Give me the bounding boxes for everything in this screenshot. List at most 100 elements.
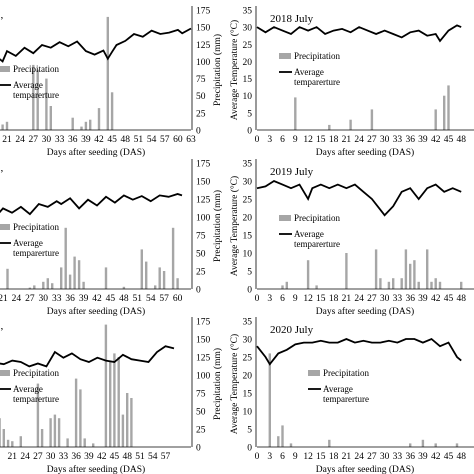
precip-bar: [387, 281, 391, 289]
x-tick-label: 12: [303, 294, 313, 304]
y-tick-label: 30: [243, 24, 253, 34]
x-tick-label: 6: [280, 135, 285, 145]
precip-bar: [285, 281, 288, 289]
x-axis-label: Days after seeding (DAS): [47, 464, 145, 474]
legend-temp-label-1: Average: [294, 67, 324, 77]
precip-bar: [46, 278, 49, 289]
x-tick-label: 39: [84, 452, 94, 462]
x-tick-label: 39: [79, 294, 89, 304]
legend-precip-swatch: [308, 370, 320, 376]
precip-bar: [176, 278, 179, 289]
y-tick-label: 15: [243, 232, 253, 242]
x-tick-label: 57: [159, 294, 169, 304]
y-tick-label: 25: [196, 426, 206, 436]
precip-bar: [92, 443, 95, 447]
precip-bar: [447, 85, 450, 130]
x-tick-label: 39: [418, 452, 428, 462]
x-tick-label: 42: [94, 135, 104, 145]
x-tick-label: 27: [25, 294, 35, 304]
precip-bar: [455, 443, 459, 447]
x-tick-label: 30: [380, 452, 390, 462]
precip-bar: [57, 418, 61, 447]
right-y-axis-label: Precipitation (mm): [212, 348, 223, 420]
precip-bar: [32, 64, 35, 130]
y-tick-label: 10: [243, 408, 253, 418]
precip-bar: [110, 92, 114, 130]
legend-temp-label-2: temparerture: [13, 394, 59, 404]
y-tick-label: 150: [196, 336, 211, 346]
precip-bar: [281, 425, 284, 447]
y-tick-label: 175: [196, 318, 211, 328]
precip-bar: [19, 436, 22, 447]
x-tick-label: 21: [2, 135, 12, 145]
precip-bar: [51, 283, 54, 289]
y-tick-label: 0: [247, 127, 252, 137]
precip-bar: [113, 353, 116, 447]
x-tick-label: 30: [39, 294, 49, 304]
legend-temp-label-1: Average: [323, 384, 353, 394]
x-tick-label: 48: [456, 452, 466, 462]
y-tick-label: 35: [243, 7, 253, 17]
x-tick-label: 33: [52, 294, 62, 304]
x-tick-label: 57: [160, 135, 170, 145]
x-tick-label: 36: [71, 452, 81, 462]
panel-title: 2020 July: [270, 324, 314, 336]
x-tick-label: 18: [329, 452, 339, 462]
temperature-line: [256, 179, 462, 217]
x-tick-label: 24: [12, 294, 22, 304]
precip-bar: [294, 97, 297, 130]
precip-bar: [413, 260, 416, 289]
precip-bar: [104, 324, 108, 447]
y-tick-label: 125: [196, 354, 211, 364]
x-tick-label: 48: [121, 135, 131, 145]
precip-bar: [370, 109, 374, 130]
precip-bar: [6, 268, 9, 289]
precip-bar: [36, 383, 40, 447]
precip-bar: [45, 78, 48, 130]
precip-bar: [0, 418, 1, 447]
precip-bar: [53, 414, 57, 447]
precip-bar: [130, 398, 133, 447]
y-tick-label: 20: [243, 372, 253, 382]
y-tick-label: 10: [243, 250, 253, 260]
panel-title-fragment: ’: [0, 326, 4, 338]
x-tick-label: 33: [393, 135, 403, 145]
legend-temp-label-1: Average: [294, 229, 324, 239]
x-tick-label: 36: [405, 135, 415, 145]
y-tick-label: 25: [243, 196, 253, 206]
precip-bar: [306, 260, 310, 289]
x-tick-label: 3: [267, 452, 272, 462]
x-tick-label: 45: [106, 294, 116, 304]
x-tick-label: 0: [255, 452, 260, 462]
panel-title: 2018 July: [270, 13, 314, 25]
x-tick-label: 30: [380, 294, 390, 304]
precip-bar: [2, 429, 5, 447]
precip-bar: [79, 389, 82, 447]
x-tick-label: 21: [0, 294, 8, 304]
precip-bar: [426, 249, 429, 289]
x-tick-label: 48: [119, 294, 129, 304]
precip-bar: [126, 393, 129, 447]
legend-precip-label: Precipitation: [13, 64, 59, 74]
precip-bar: [374, 249, 378, 289]
x-tick-label: 30: [46, 452, 56, 462]
precip-bar: [460, 281, 463, 289]
legend-temp-label-2: temparerture: [13, 248, 59, 258]
x-tick-label: 21: [8, 452, 18, 462]
precip-bar: [40, 429, 44, 447]
precip-bar: [392, 278, 395, 289]
y-tick-label: 175: [196, 160, 211, 170]
x-tick-label: 9: [293, 452, 298, 462]
y-tick-label: 100: [196, 58, 211, 68]
y-tick-label: 50: [196, 92, 206, 102]
legend-precip-swatch: [0, 224, 10, 230]
y-tick-label: 175: [196, 7, 211, 17]
x-tick-label: 27: [367, 135, 377, 145]
x-tick-label: 18: [329, 135, 339, 145]
y-tick-label: 75: [196, 75, 206, 85]
precip-bar: [71, 117, 74, 130]
precip-bar: [121, 414, 125, 447]
precip-bar: [64, 227, 67, 289]
precip-bar: [122, 286, 126, 289]
precip-bar: [49, 106, 52, 130]
